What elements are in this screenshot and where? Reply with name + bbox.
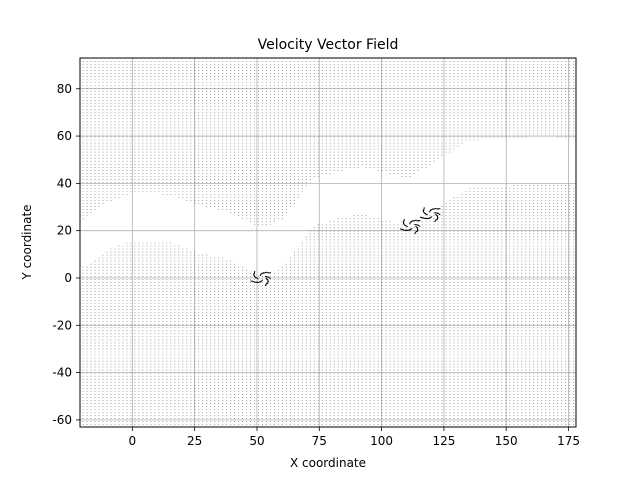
y-tick-label: -20 [52,318,72,332]
x-tick-label: 75 [312,434,327,448]
y-tick-label: 80 [57,82,72,96]
x-axis-label: X coordinate [290,456,366,470]
y-tick-label: 40 [57,176,72,190]
x-tick-label: 150 [495,434,518,448]
vector-field [82,58,575,425]
x-axis-ticks: 0 25 50 75 100 125 150 175 [129,427,580,448]
x-tick-label: 0 [129,434,137,448]
x-tick-label: 175 [557,434,580,448]
grid-lines [80,58,576,427]
x-tick-label: 50 [249,434,264,448]
y-tick-label: 20 [57,224,72,238]
turbulent-spot [419,207,441,223]
y-axis-label: Y coordinate [20,204,34,280]
y-tick-label: -40 [52,366,72,380]
x-tick-label: 25 [187,434,202,448]
vector-dashes [82,58,575,425]
y-tick-label: 0 [64,271,72,285]
turbulent-spot [399,219,421,235]
turbulent-spot [250,271,272,287]
y-tick-label: -60 [52,413,72,427]
y-tick-label: 60 [57,129,72,143]
plot-frame [79,57,577,428]
y-axis-ticks: -60 -40 -20 0 20 40 60 80 [52,82,80,427]
x-tick-label: 100 [370,434,393,448]
chart-title: Velocity Vector Field [258,37,399,53]
x-tick-label: 125 [432,434,455,448]
